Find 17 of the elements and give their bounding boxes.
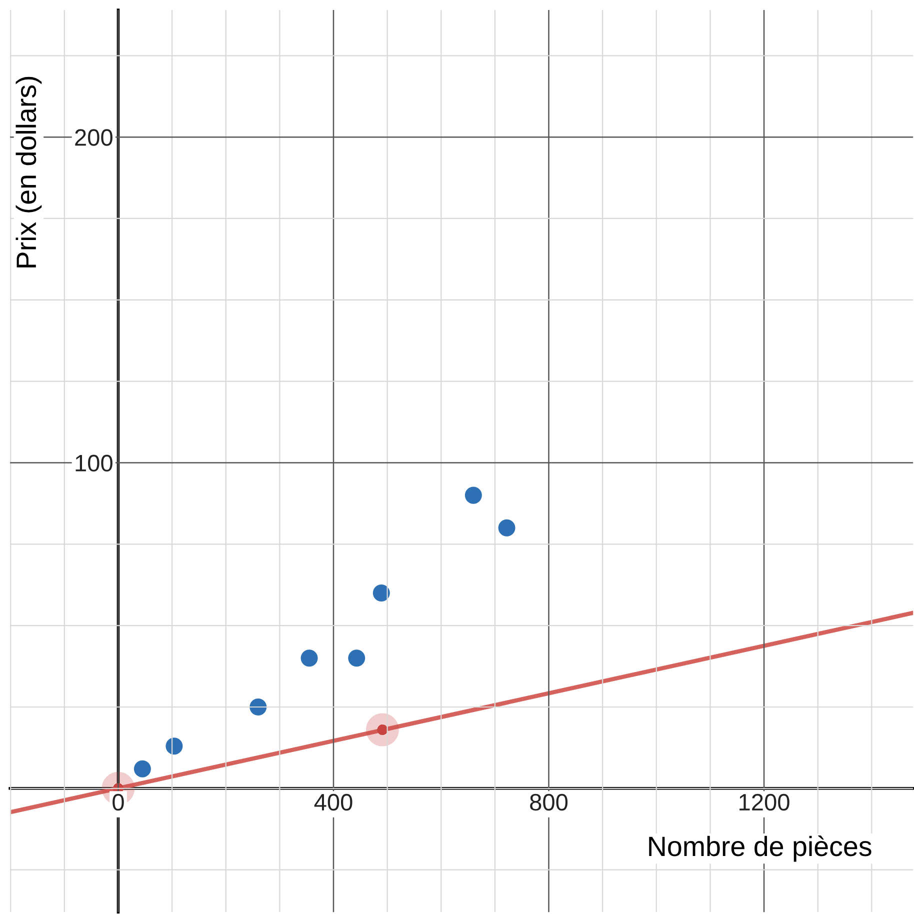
point — [372, 584, 390, 602]
point — [300, 650, 318, 667]
point — [166, 738, 183, 755]
point — [250, 698, 267, 716]
x-tick-label: 0 — [112, 794, 124, 811]
y-axis-title: Prix (en dollars) — [16, 76, 42, 268]
point — [498, 519, 516, 536]
point — [134, 760, 151, 778]
point — [366, 713, 399, 746]
point — [464, 486, 482, 504]
x-axis-title: Nombre de pièces — [649, 835, 872, 862]
y-tick-label: 100 — [76, 454, 112, 472]
x-tick-label: 1200 — [740, 794, 790, 811]
y-tick-label: 200 — [75, 129, 112, 146]
point — [348, 650, 366, 667]
x-tick-label: 400 — [314, 794, 352, 811]
x-tick-label: 800 — [530, 794, 568, 811]
